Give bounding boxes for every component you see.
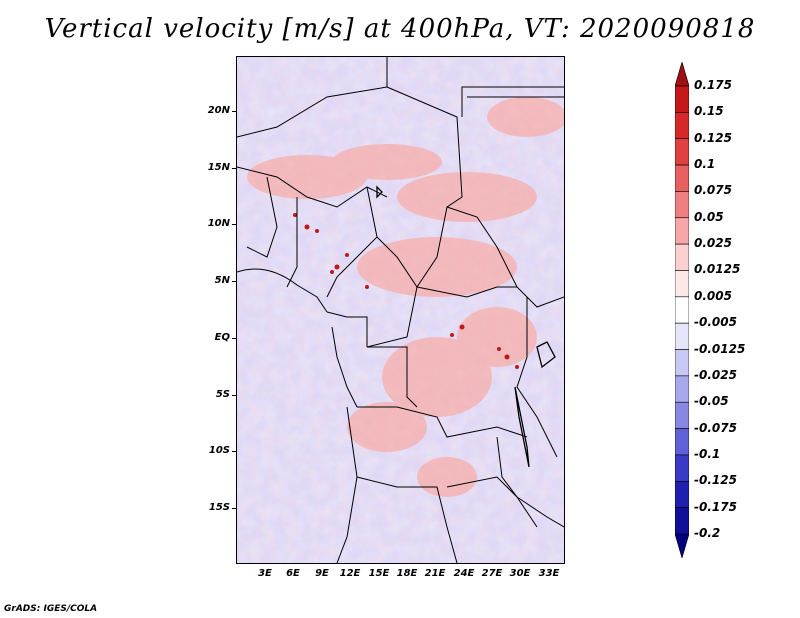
y-tick-label: 10N: [207, 218, 230, 229]
colorbar-segment: [675, 375, 689, 403]
colorbar-label: 0.175: [694, 78, 732, 92]
colorbar-label: -0.175: [694, 499, 737, 514]
colorbar-segment: [675, 454, 689, 482]
x-tick-label: 30E: [509, 568, 531, 579]
colorbar-segment: [675, 322, 689, 350]
x-tick-label: 33E: [538, 568, 560, 579]
y-tick-label: EQ: [214, 332, 230, 343]
colorbar-label: -0.075: [694, 420, 737, 435]
colorbar-label: -0.0125: [694, 341, 746, 356]
colorbar: [675, 62, 689, 558]
colorbar-segment: [675, 507, 689, 535]
y-tick: [232, 168, 236, 169]
colorbar-label: -0.05: [694, 394, 729, 409]
colorbar-segment: [675, 62, 689, 87]
colorbar-segment: [675, 85, 689, 113]
colorbar-segment: [675, 164, 689, 192]
lakes: [376, 185, 556, 468]
colorbar-label: 0.0125: [694, 262, 741, 277]
colorbar-label: 0.05: [694, 209, 724, 224]
colorbar-label: 0.15: [694, 104, 724, 119]
y-tick-label: 20N: [207, 105, 230, 116]
colorbar-segment: [675, 191, 689, 219]
footer-credit: GrADS: IGES/COLA: [4, 604, 98, 614]
y-tick-label: 15S: [208, 502, 230, 513]
colorbar-label: -0.2: [694, 526, 721, 540]
y-tick: [232, 508, 236, 509]
colorbar-segment: [675, 401, 689, 429]
colorbar-label: -0.1: [694, 446, 721, 461]
y-tick: [232, 451, 236, 452]
x-tick-label: 12E: [339, 568, 361, 579]
colorbar-label: 0.1: [694, 157, 716, 172]
colorbar-segment: [675, 533, 689, 558]
colorbar-segment: [675, 112, 689, 140]
colorbar-label: 0.005: [694, 288, 732, 303]
country-borders: [237, 57, 564, 563]
colorbar-segment: [675, 270, 689, 298]
colorbar-label: -0.005: [694, 315, 737, 330]
colorbar-segment: [675, 243, 689, 271]
y-tick: [232, 281, 236, 282]
x-tick-label: 15E: [368, 568, 390, 579]
colorbar-label: 0.075: [694, 183, 732, 198]
vertical-velocity-map: [237, 57, 564, 563]
y-tick: [232, 111, 236, 112]
y-tick: [232, 224, 236, 225]
strong-updraft-cells: [293, 213, 519, 369]
colorbar-segment: [675, 428, 689, 456]
map-panel: [236, 56, 565, 564]
x-tick-label: 27E: [481, 568, 503, 579]
x-tick-label: 18E: [396, 568, 418, 579]
colorbar-segment: [675, 296, 689, 324]
y-tick-label: 5S: [215, 389, 230, 400]
y-tick-label: 5N: [214, 275, 230, 286]
x-tick-label: 9E: [315, 568, 329, 579]
x-tick-label: 24E: [453, 568, 475, 579]
y-tick-label: 10S: [208, 445, 230, 456]
x-tick-label: 6E: [286, 568, 300, 579]
y-tick: [232, 395, 236, 396]
colorbar-label: 0.025: [694, 236, 732, 251]
chart-title: Vertical velocity [m/s] at 400hPa, VT: 2…: [44, 14, 756, 44]
colorbar-segment: [675, 217, 689, 245]
colorbar-label: 0.125: [694, 130, 732, 145]
y-tick: [232, 338, 236, 339]
x-tick-label: 3E: [258, 568, 272, 579]
colorbar-label: -0.125: [694, 473, 737, 488]
y-tick-label: 15N: [207, 162, 230, 173]
x-tick-label: 21E: [424, 568, 446, 579]
colorbar-segment: [675, 138, 689, 166]
colorbar-segment: [675, 349, 689, 377]
colorbar-label: -0.025: [694, 367, 737, 382]
colorbar-segment: [675, 480, 689, 508]
